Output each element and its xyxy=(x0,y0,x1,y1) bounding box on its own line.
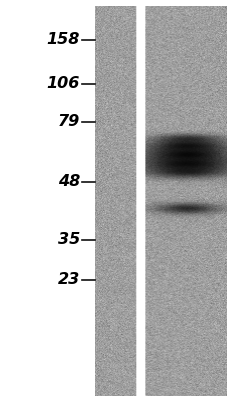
Text: 23: 23 xyxy=(57,272,79,288)
Text: 158: 158 xyxy=(46,32,79,48)
Text: 106: 106 xyxy=(46,76,79,92)
Text: 79: 79 xyxy=(57,114,79,130)
Text: 35: 35 xyxy=(57,232,79,248)
Text: 48: 48 xyxy=(57,174,79,190)
